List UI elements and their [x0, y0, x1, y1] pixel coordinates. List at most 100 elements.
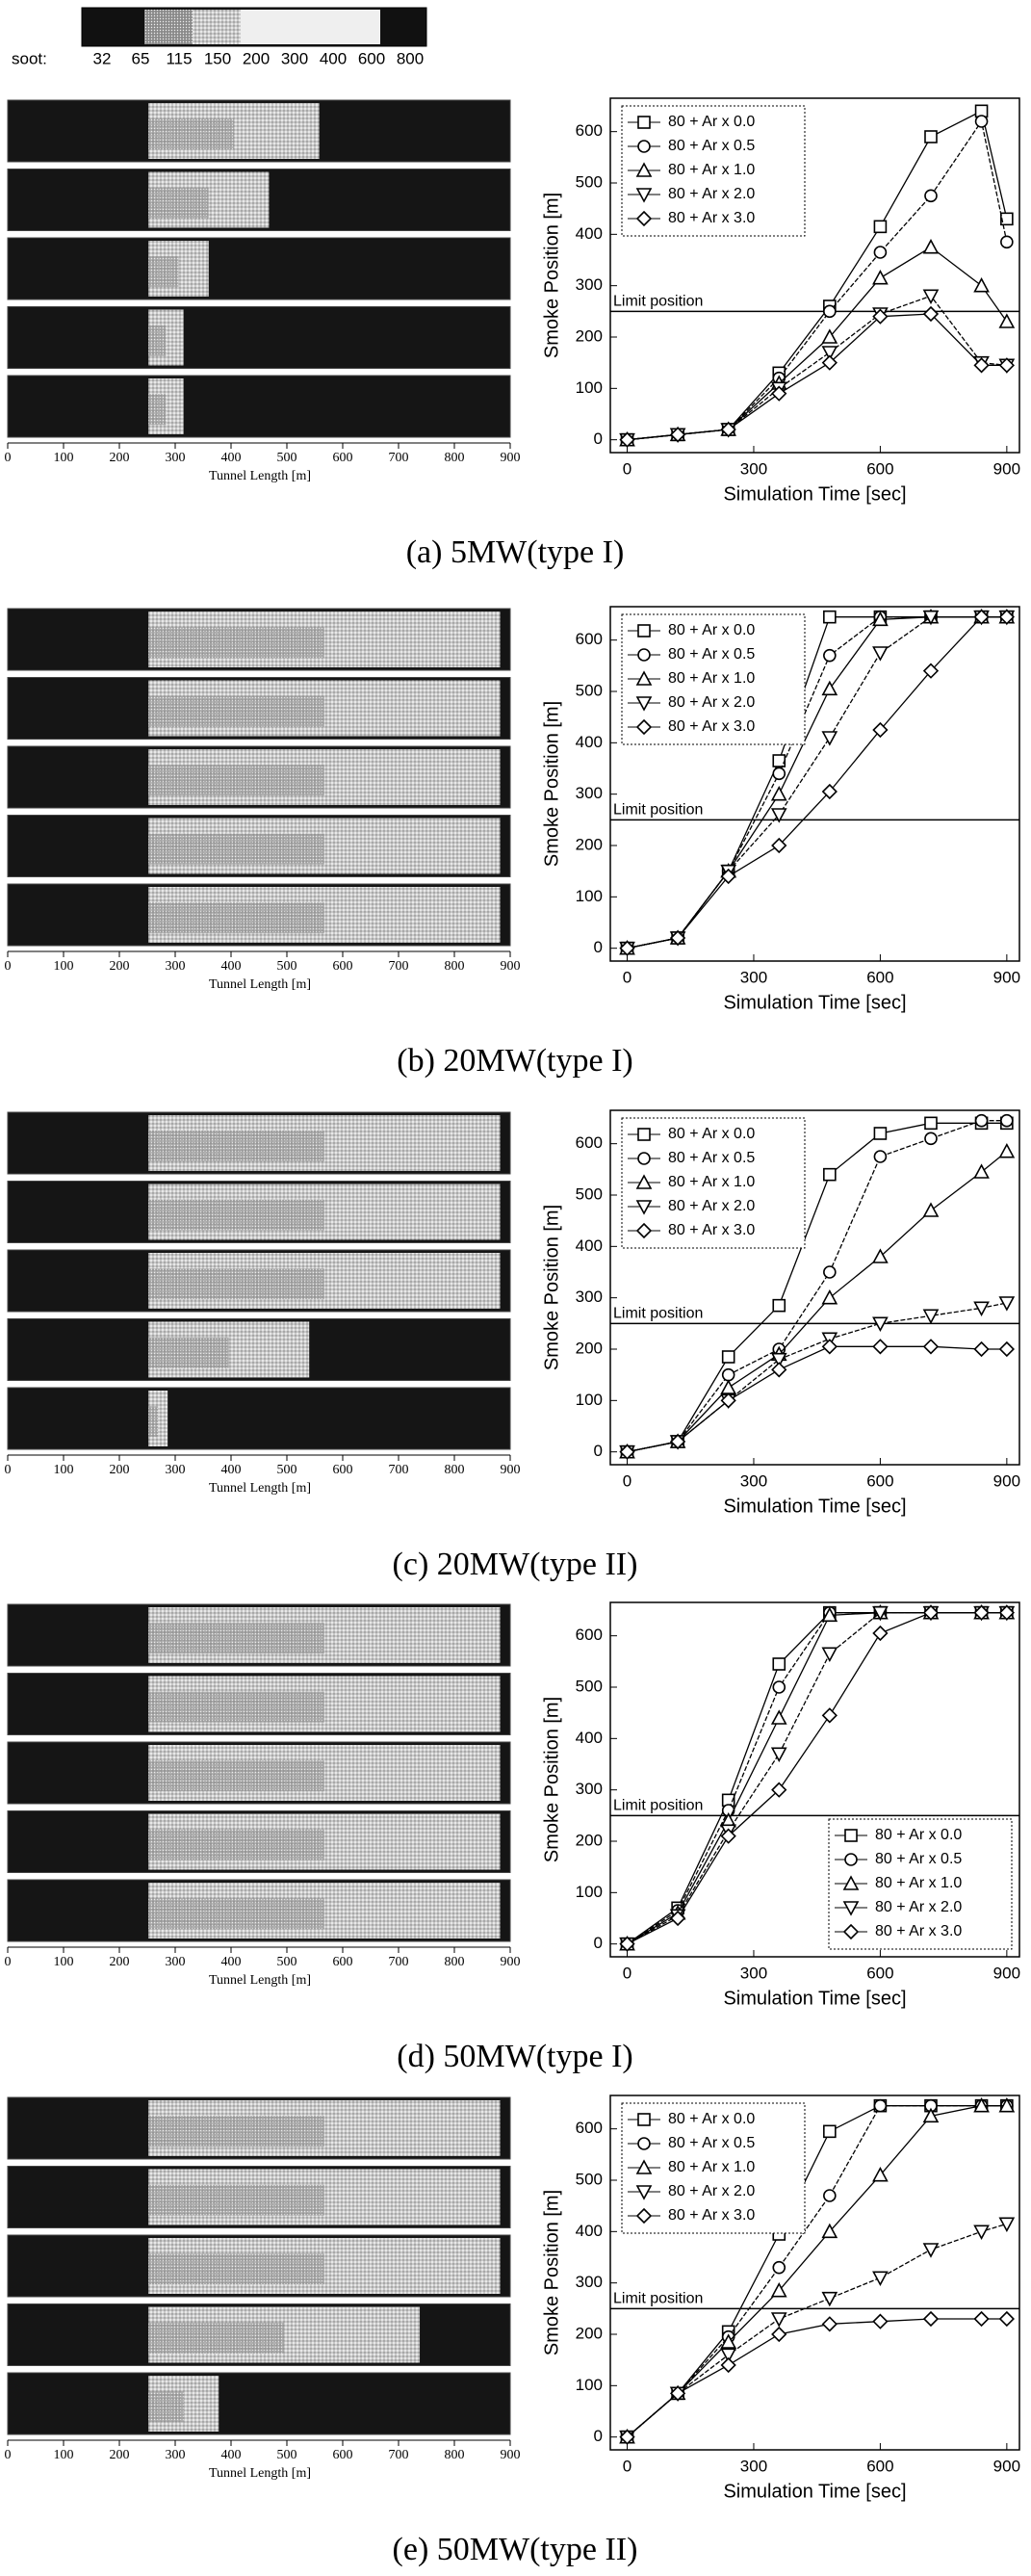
tunnel-tick-label: 200	[110, 2448, 130, 2462]
tunnel-tick-label: 600	[333, 1463, 353, 1477]
y-tick-label: 600	[576, 1626, 603, 1644]
tunnel-tick-label: 600	[333, 1955, 353, 1969]
y-tick-label: 600	[576, 1133, 603, 1152]
tunnel-smoke-core	[148, 256, 179, 288]
tunnel-tick-label: 700	[389, 959, 409, 974]
marker	[720, 1379, 737, 1394]
marker	[770, 1709, 787, 1725]
marker	[1000, 235, 1014, 249]
tunnel-tick-label: 700	[389, 2448, 409, 2462]
caption: (a) 5MW(type I)	[406, 534, 625, 570]
tunnel-tick-label: 900	[501, 451, 521, 465]
marker	[821, 2291, 838, 2307]
marker	[619, 2429, 635, 2445]
tunnel-tick-label: 500	[277, 1463, 297, 1477]
caption: (d) 50MW(type I)	[397, 2039, 632, 2074]
x-axis-label: Simulation Time [sec]	[723, 483, 906, 505]
tunnel-tick-label: 100	[54, 1463, 74, 1477]
marker	[823, 648, 837, 663]
marker	[770, 1747, 787, 1763]
plot-frame	[609, 2095, 1020, 2451]
marker	[973, 609, 990, 625]
tunnel-strip	[7, 306, 511, 369]
y-tick-label: 400	[576, 1236, 603, 1255]
legend-label: 80 + Ar x 1.0	[668, 162, 755, 178]
marker	[973, 1301, 990, 1317]
legend-marker	[635, 210, 653, 227]
legend-label: 80 + Ar x 3.0	[875, 1923, 962, 1939]
tunnel-smoke-core	[148, 902, 324, 934]
y-tick-label: 300	[576, 2273, 603, 2291]
tunnel-tick-label: 700	[389, 451, 409, 465]
tunnel-tick-label: 0	[5, 1955, 12, 1969]
tunnel-tick-label: 500	[277, 451, 297, 465]
marker	[821, 1339, 838, 1355]
legend-marker	[635, 2159, 653, 2174]
marker	[771, 2326, 787, 2343]
y-tick-label: 100	[576, 1883, 603, 1901]
y-tick-label: 500	[576, 1677, 603, 1695]
legend-marker	[844, 1829, 858, 1842]
plot-frame	[609, 1109, 1020, 1466]
limit-label: Limit position	[613, 294, 703, 310]
marker	[821, 1707, 838, 1724]
tunnel-smoke-core	[148, 833, 324, 865]
legend-label: 80 + Ar x 1.0	[668, 2159, 755, 2175]
tunnel-smoke-core	[148, 118, 234, 150]
marker	[873, 220, 888, 234]
tunnel-smoke-core	[148, 1691, 324, 1723]
marker	[872, 721, 889, 739]
marker	[619, 1936, 635, 1952]
tunnel-smoke-core	[148, 2184, 324, 2216]
legend-marker	[635, 670, 653, 686]
y-tick-label: 600	[576, 630, 603, 648]
marker	[821, 354, 838, 371]
tunnel-smoke-core	[148, 2391, 184, 2423]
tunnel-tick-label: 800	[445, 1463, 465, 1477]
tunnel-tick-label: 300	[166, 1463, 186, 1477]
tunnel-tick-label: 700	[389, 1955, 409, 1969]
x-tick-label: 900	[993, 968, 1020, 986]
legend-label: 80 + Ar x 2.0	[668, 694, 755, 711]
tunnel-image: 0 100 200 300 400 500 600 700 800 900 Tunnel Lengt…	[5, 1603, 521, 1988]
x-tick-label: 300	[740, 1964, 767, 1982]
tunnel-tick-label: 600	[333, 2448, 353, 2462]
legend-label: 80 + Ar x 1.0	[668, 1174, 755, 1190]
marker	[924, 1132, 938, 1146]
marker	[922, 2310, 940, 2328]
tunnel-tick-label: 600	[333, 959, 353, 974]
y-tick-label: 600	[576, 121, 603, 140]
marker	[770, 2281, 787, 2298]
legend: 80 + Ar x 0.0 80 + Ar x 0.5 80 + Ar x 1.0 8…	[621, 1117, 806, 1249]
marker	[669, 1433, 686, 1450]
tunnel-tick-label: 400	[221, 1463, 242, 1477]
x-tick-label: 600	[866, 968, 893, 986]
marker	[771, 1782, 787, 1798]
marker	[823, 2124, 837, 2139]
legend-label: 80 + Ar x 1.0	[668, 670, 755, 687]
marker	[998, 1296, 1016, 1312]
legend-marker	[635, 188, 653, 203]
x-tick-label: 900	[993, 1471, 1020, 1490]
tunnel-smoke-core	[148, 1829, 324, 1860]
marker	[1000, 212, 1014, 226]
legend-marker	[635, 2207, 653, 2225]
marker	[922, 663, 940, 679]
tunnel-smoke-core	[148, 1623, 324, 1654]
x-axis-label: Simulation Time [sec]	[723, 1496, 906, 1517]
tunnel-strip	[7, 1387, 511, 1450]
tunnel-tick-label: 800	[445, 959, 465, 974]
legend-marker	[635, 1200, 653, 1215]
colorbar-tick-label: 300	[281, 49, 308, 67]
y-axis-label: Smoke Position [m]	[541, 701, 562, 867]
marker	[772, 1657, 786, 1671]
x-tick-label: 300	[740, 968, 767, 986]
tunnel-strip	[7, 237, 511, 300]
limit-label: Limit position	[613, 1306, 703, 1322]
marker	[771, 385, 787, 402]
marker	[872, 1248, 889, 1263]
x-tick-label: 300	[740, 1471, 767, 1490]
tunnel-smoke-core	[148, 394, 167, 426]
tunnel-tick-label: 100	[54, 451, 74, 465]
